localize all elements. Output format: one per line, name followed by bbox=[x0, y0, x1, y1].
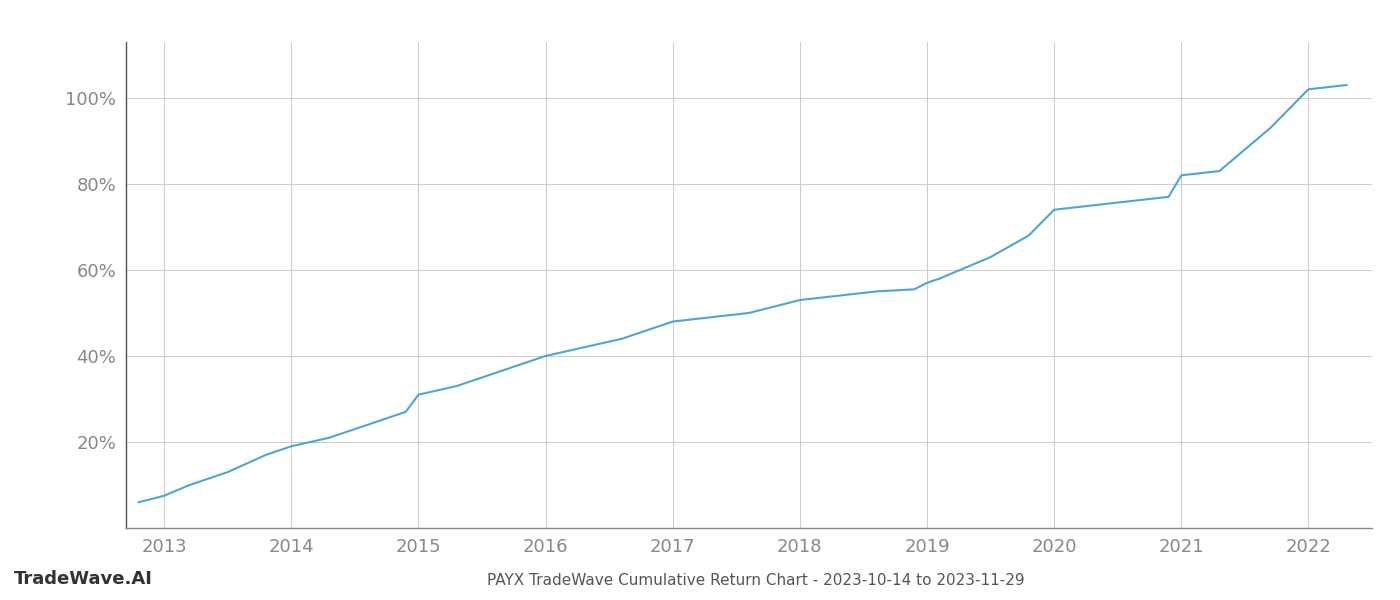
Text: PAYX TradeWave Cumulative Return Chart - 2023-10-14 to 2023-11-29: PAYX TradeWave Cumulative Return Chart -… bbox=[487, 573, 1025, 588]
Text: TradeWave.AI: TradeWave.AI bbox=[14, 570, 153, 588]
